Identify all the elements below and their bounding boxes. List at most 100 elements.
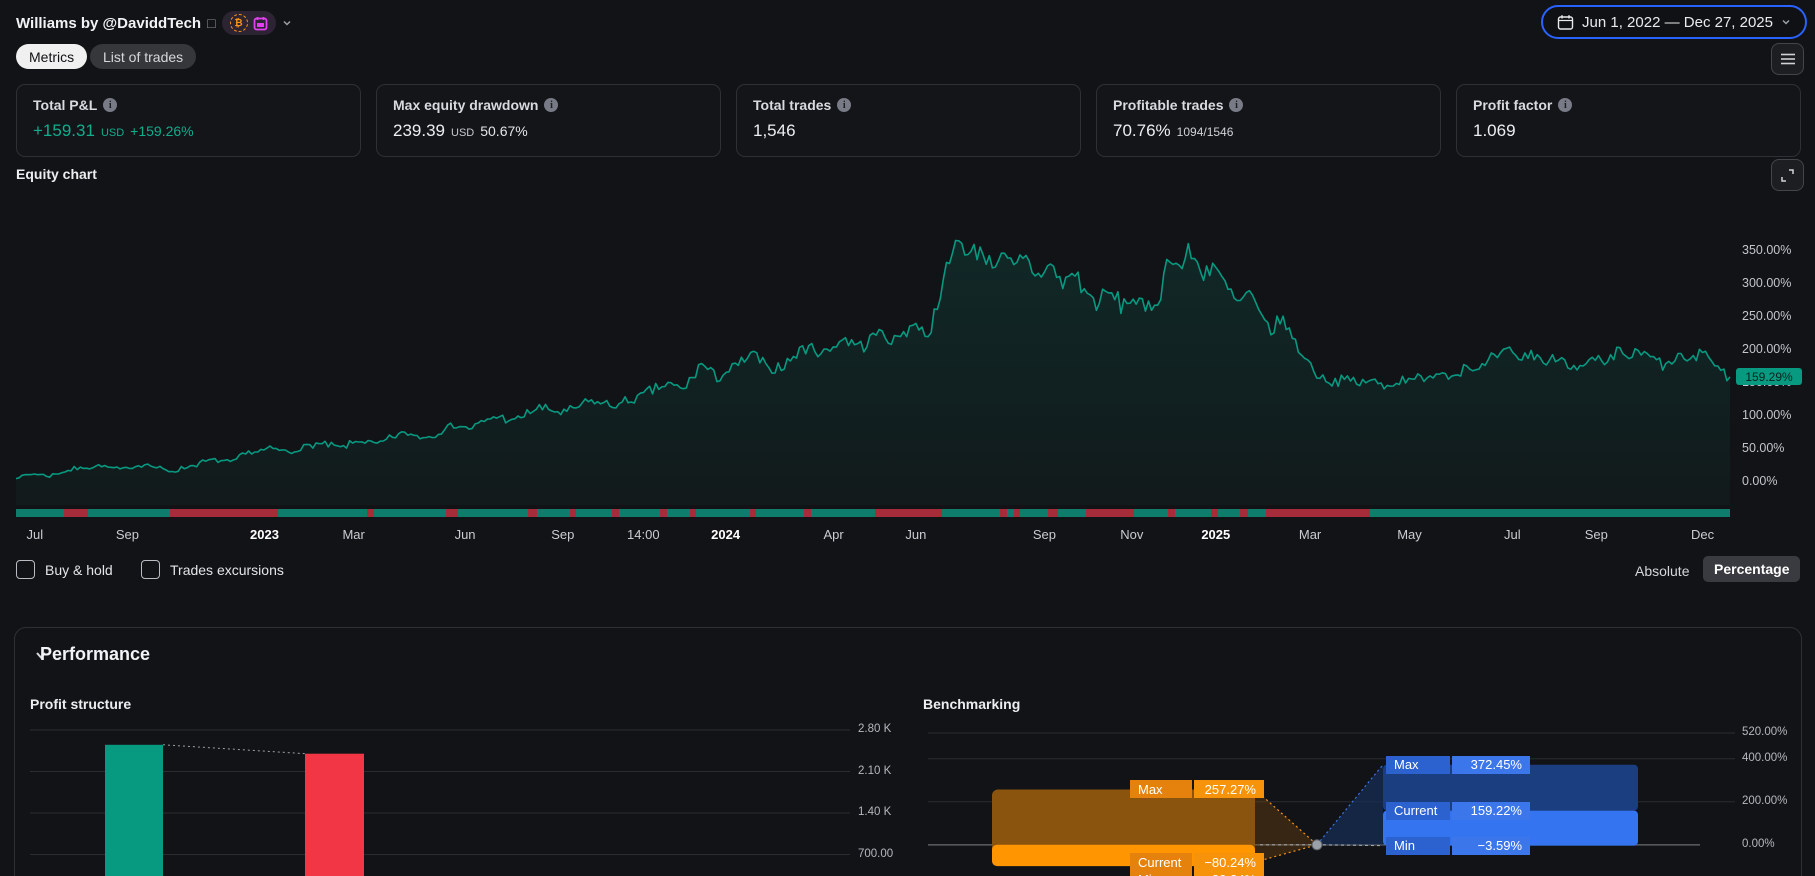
- stat-card-label: Total trades: [753, 97, 832, 113]
- profit-structure-title: Profit structure: [30, 696, 132, 712]
- losing-period-segment: [1239, 509, 1249, 517]
- stat-card-total-trades: Total trades i 1,546: [736, 84, 1081, 157]
- equity-x-tick: Dec: [1691, 527, 1715, 542]
- performance-title: Performance: [40, 644, 151, 664]
- stat-card-label: Profitable trades: [1113, 97, 1224, 113]
- stat-card-label: Max equity drawdown: [393, 97, 539, 113]
- performance-collapse-button[interactable]: [34, 648, 48, 666]
- benchmark-buyhold-min-row: Min−82.24%: [1130, 870, 1264, 876]
- info-icon[interactable]: i: [1558, 98, 1573, 112]
- missing-glyph-box: □: [207, 15, 216, 31]
- benchmark-buyhold-current-label: Current: [1130, 853, 1192, 872]
- losing-period-segment: [367, 509, 375, 517]
- stat-card-profit-factor: Profit factor i 1.069: [1456, 84, 1801, 157]
- benchmark-buyhold-current-value: −80.24%: [1194, 853, 1264, 872]
- stat-card-value: 1.069: [1473, 121, 1516, 140]
- equity-x-tick: 2025: [1201, 527, 1231, 542]
- equity-y-tick: 300.00%: [1742, 276, 1792, 291]
- equity-y-tick: 50.00%: [1742, 440, 1785, 455]
- buy-hold-checkbox[interactable]: [16, 560, 35, 579]
- expand-chart-button[interactable]: [1771, 159, 1804, 191]
- info-icon[interactable]: i: [837, 98, 852, 112]
- benchmark-range-orange: [992, 789, 1255, 863]
- trades-excursions-checkbox[interactable]: [141, 560, 160, 579]
- losing-period-segment: [749, 509, 757, 517]
- benchmark-strategy-current-label: Current: [1386, 801, 1450, 820]
- date-range-picker[interactable]: Jun 1, 2022 — Dec 27, 2025: [1541, 5, 1807, 39]
- chevron-down-icon: [36, 652, 46, 660]
- equity-y-tick: 200.00%: [1742, 342, 1792, 357]
- stat-card-value: +159.31: [33, 121, 95, 140]
- benchmark-buyhold-min-value: −82.24%: [1194, 870, 1264, 876]
- stat-card-extra: 50.67%: [480, 123, 528, 139]
- benchmarking-y-tick: 400.00%: [1742, 751, 1788, 764]
- equity-chart-plot[interactable]: [0, 190, 1815, 506]
- hamburger-icon: [1780, 53, 1795, 65]
- stat-card-total-p-l: Total P&L i +159.31 USD +159.26%: [16, 84, 361, 157]
- equity-y-tick: 100.00%: [1742, 407, 1792, 422]
- stat-card-value: 239.39: [393, 121, 445, 140]
- benchmark-buyhold-max-label: Max: [1130, 780, 1192, 799]
- mode-absolute-button[interactable]: Absolute: [1635, 563, 1690, 579]
- bitcoin-icon: ₿: [229, 14, 248, 32]
- layout-menu-button[interactable]: [1771, 43, 1804, 75]
- losing-period-segment: [1210, 509, 1218, 517]
- losing-period-segment: [660, 509, 668, 517]
- profit-structure-y-tick: 1.40 K: [858, 806, 892, 818]
- losing-period-segment: [569, 509, 577, 517]
- benchmark-strategy-max-row: Max 372.45%: [1386, 755, 1530, 774]
- stat-card-profitable-trades: Profitable trades i 70.76% 1094/1546: [1096, 84, 1441, 157]
- benchmark-range-blue-upper: [1383, 764, 1638, 811]
- benchmarking-chart[interactable]: [920, 712, 1815, 876]
- tab-metrics[interactable]: Metrics: [16, 44, 88, 69]
- benchmark-buyhold-max-row: Max 257.27%: [1130, 780, 1264, 799]
- equity-x-tick: 2023: [250, 527, 279, 542]
- gross-loss-bar: [305, 753, 364, 876]
- stat-card-label-row: Max equity drawdown i: [393, 97, 559, 113]
- equity-x-tick: Mar: [1298, 527, 1322, 542]
- tab-list-of-trades[interactable]: List of trades: [90, 44, 197, 69]
- losing-period-segment: [528, 509, 538, 517]
- equity-x-tick: Apr: [823, 527, 844, 542]
- stat-card-extra: 1094/1546: [1176, 125, 1234, 139]
- info-icon[interactable]: i: [544, 98, 559, 112]
- stat-card-label-row: Profit factor i: [1473, 97, 1573, 113]
- performance-panel: [14, 627, 1802, 876]
- equity-last-value-badge: 159.29%: [1736, 368, 1802, 385]
- equity-y-tick: 250.00%: [1742, 309, 1792, 324]
- benchmark-buyhold-current-row: Current −80.24%: [1130, 853, 1264, 872]
- trade-outcome-timeline[interactable]: [16, 509, 1730, 517]
- stat-card-extra: +159.26%: [130, 123, 194, 139]
- profit-structure-chart[interactable]: [0, 712, 920, 876]
- stat-card-value-row: 1.069: [1473, 121, 1516, 141]
- equity-x-tick: Jul: [26, 527, 44, 542]
- equity-x-tick: Nov: [1120, 527, 1144, 542]
- stat-card-label: Total P&L: [33, 97, 98, 113]
- benchmark-strategy-max-label: Max: [1386, 755, 1450, 774]
- losing-period-segment: [1047, 509, 1059, 517]
- equity-x-tick: Sep: [1032, 527, 1056, 542]
- stat-card-max-equity-drawdown: Max equity drawdown i 239.39 USD 50.67%: [376, 84, 721, 157]
- symbol-badge[interactable]: ₿: [221, 11, 276, 35]
- calendar-pink-icon: [253, 16, 267, 30]
- stat-card-label: Profit factor: [1473, 97, 1553, 113]
- losing-period-segment: [689, 509, 697, 517]
- benchmarking-y-tick: 520.00%: [1742, 726, 1788, 738]
- info-icon[interactable]: i: [1229, 98, 1244, 112]
- stat-card-value: 70.76%: [1113, 121, 1171, 140]
- equity-x-tick: May: [1397, 527, 1422, 542]
- mode-percentage-button[interactable]: Percentage: [1703, 556, 1801, 582]
- info-icon[interactable]: i: [103, 98, 118, 112]
- equity-x-tick: Jul: [1504, 527, 1521, 542]
- trades-excursions-control: Trades excursions: [141, 560, 284, 579]
- stat-card-value-row: 70.76% 1094/1546: [1113, 121, 1233, 141]
- title-chevron-down-icon[interactable]: [282, 18, 292, 28]
- profit-structure-y-tick: 2.10 K: [858, 764, 892, 777]
- tab-list-of-trades-label: List of trades: [103, 48, 184, 65]
- trades-excursions-label: Trades excursions: [170, 561, 284, 578]
- strategy-title-row: Williams by @DaviddTech □ ₿: [16, 11, 292, 35]
- benchmarking-title: Benchmarking: [923, 696, 1021, 712]
- equity-x-tick: 14:00: [627, 527, 660, 542]
- equity-x-tick: 2024: [711, 527, 741, 542]
- stat-card-value: 1,546: [753, 121, 796, 140]
